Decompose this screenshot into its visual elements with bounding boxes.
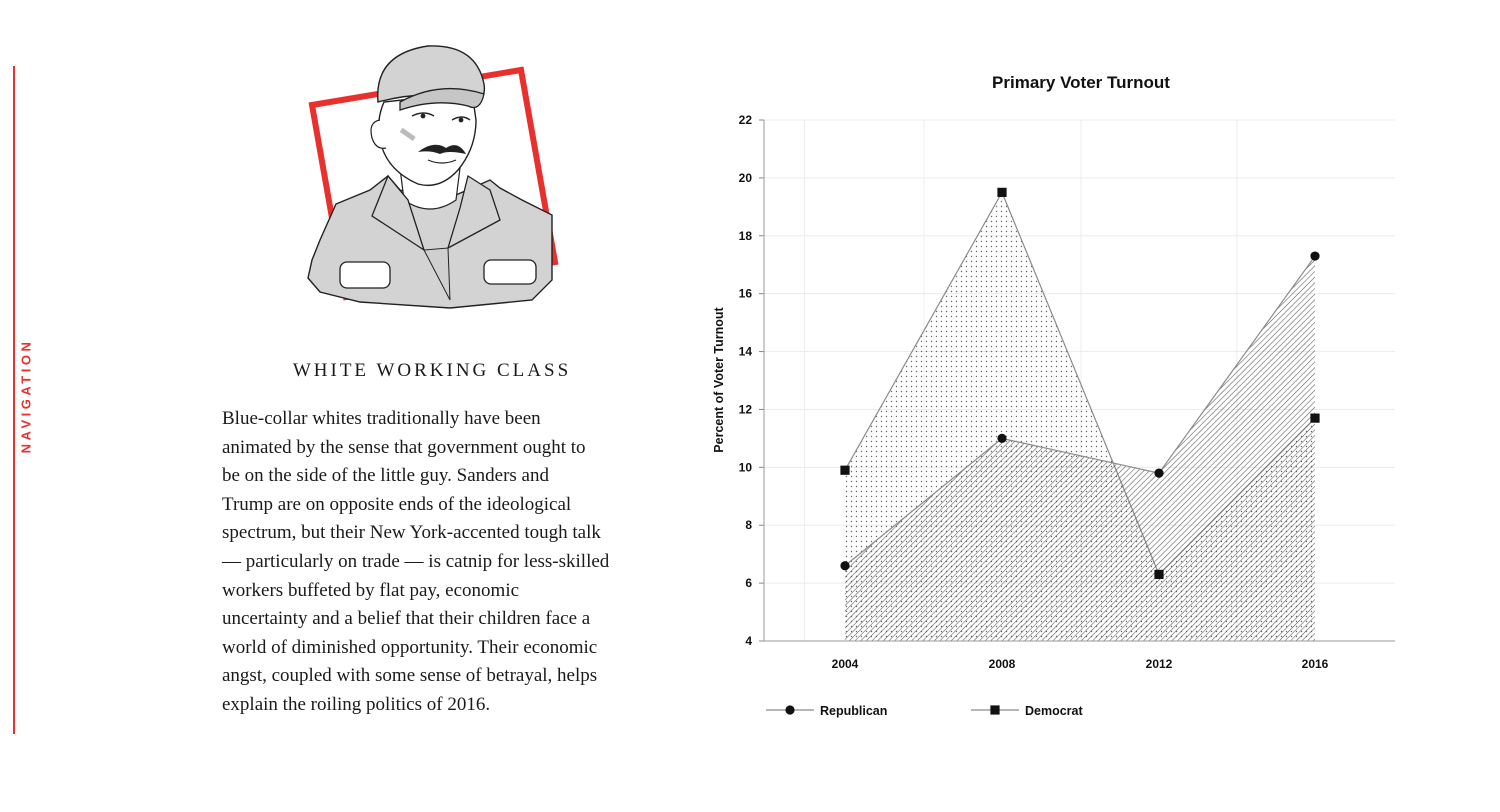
y-tick-label: 16 [739,287,753,301]
y-axis-label: Percent of Voter Turnout [712,306,726,452]
placket [423,247,451,301]
point-republican [997,433,1007,443]
body-line: be on the side of the little guy. Sander… [222,465,549,487]
collar-right [446,174,501,250]
navigation-link[interactable]: NAVIGATION [18,338,34,454]
legend-label-republican: Republican [820,704,887,718]
x-tick-label: 2012 [1146,657,1173,671]
eye-right [451,116,471,121]
body-line: spectrum, but their New York-accented to… [222,522,601,544]
turnout-chart: Primary Voter Turnout Percent of Voter T… [712,73,1395,718]
legend-marker-democrat [990,705,1000,715]
body-line: animated by the sense that government ou… [222,436,586,458]
cheek-mark [399,127,416,142]
pupil-right [458,117,464,123]
pocket-left [339,261,391,289]
body-line: — particularly on trade — is catnip for … [222,550,610,572]
point-republican [1310,251,1320,261]
point-democrat [1154,569,1164,580]
eye-left [411,112,435,117]
legend-label-democrat: Democrat [1025,704,1083,718]
point-democrat [997,187,1007,197]
y-tick-label: 10 [739,460,753,474]
portrait-illustration [307,45,559,309]
y-tick-label: 6 [745,576,752,590]
line-republican [844,255,1316,567]
cap-brim [399,87,485,111]
pocket-right [483,259,537,285]
y-tick-label: 12 [739,402,753,416]
y-tick-label: 18 [739,229,753,243]
point-republican [1154,468,1164,478]
point-republican [840,561,850,571]
chart-title: Primary Voter Turnout [992,73,1170,92]
y-tick-label: 4 [745,634,752,648]
mouth [427,159,457,164]
y-tick-label: 8 [745,518,752,532]
body-line: uncertainty and a belief that their chil… [222,608,591,630]
mustache [418,144,466,154]
x-tick-label: 2004 [832,657,859,671]
body-line: explain the roiling politics of 2016. [222,693,491,715]
point-democrat [840,465,850,475]
ear [370,119,387,149]
body-line: world of diminished opportunity. Their e… [222,636,598,658]
body-line: Blue-collar whites traditionally have be… [222,408,541,429]
body-line: angst, coupled with some sense of betray… [222,665,598,687]
point-democrat [1310,413,1320,423]
y-tick-label: 20 [739,171,753,185]
x-tick-label: 2008 [989,657,1016,671]
body-line: workers buffeted by flat pay, economic [222,579,520,601]
y-tick-label: 22 [739,113,753,127]
body-paragraph: Blue-collar whites traditionally have be… [222,405,652,720]
x-tick-label: 2016 [1302,657,1329,671]
pupil-left [420,113,426,119]
navigation-rail [13,66,15,734]
area-republican [845,256,1315,641]
y-tick-label: 14 [739,345,753,359]
legend-marker-republican [785,705,795,715]
body-line: Trump are on opposite ends of the ideolo… [222,493,572,515]
section-heading: WHITE WORKING CLASS [292,360,572,381]
face [377,91,477,187]
